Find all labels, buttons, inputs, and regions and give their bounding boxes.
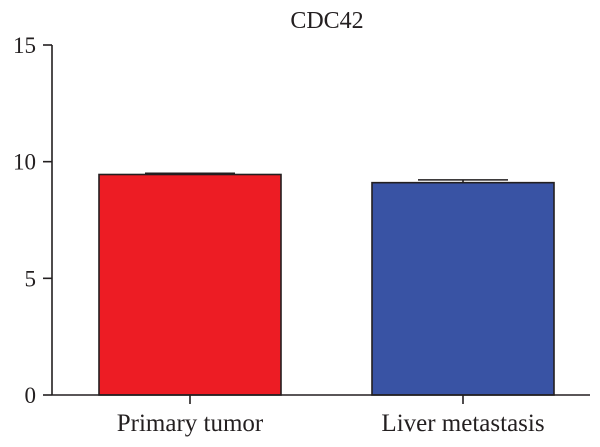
y-tick-label: 5 (25, 266, 37, 291)
x-category-label: Liver metastasis (381, 410, 544, 437)
y-axis: 0 5 10 15 (13, 33, 53, 408)
y-tick-label: 15 (13, 33, 36, 58)
chart-title: CDC42 (290, 8, 363, 34)
bar-primary-tumor (98, 173, 282, 396)
x-category-label: Primary tumor (117, 410, 264, 437)
y-tick-label: 0 (25, 383, 37, 408)
y-tick-label: 10 (13, 150, 36, 175)
x-axis: Primary tumor Liver metastasis (52, 394, 590, 437)
bars (98, 172, 555, 396)
bar-liver-metastasis (371, 181, 555, 396)
